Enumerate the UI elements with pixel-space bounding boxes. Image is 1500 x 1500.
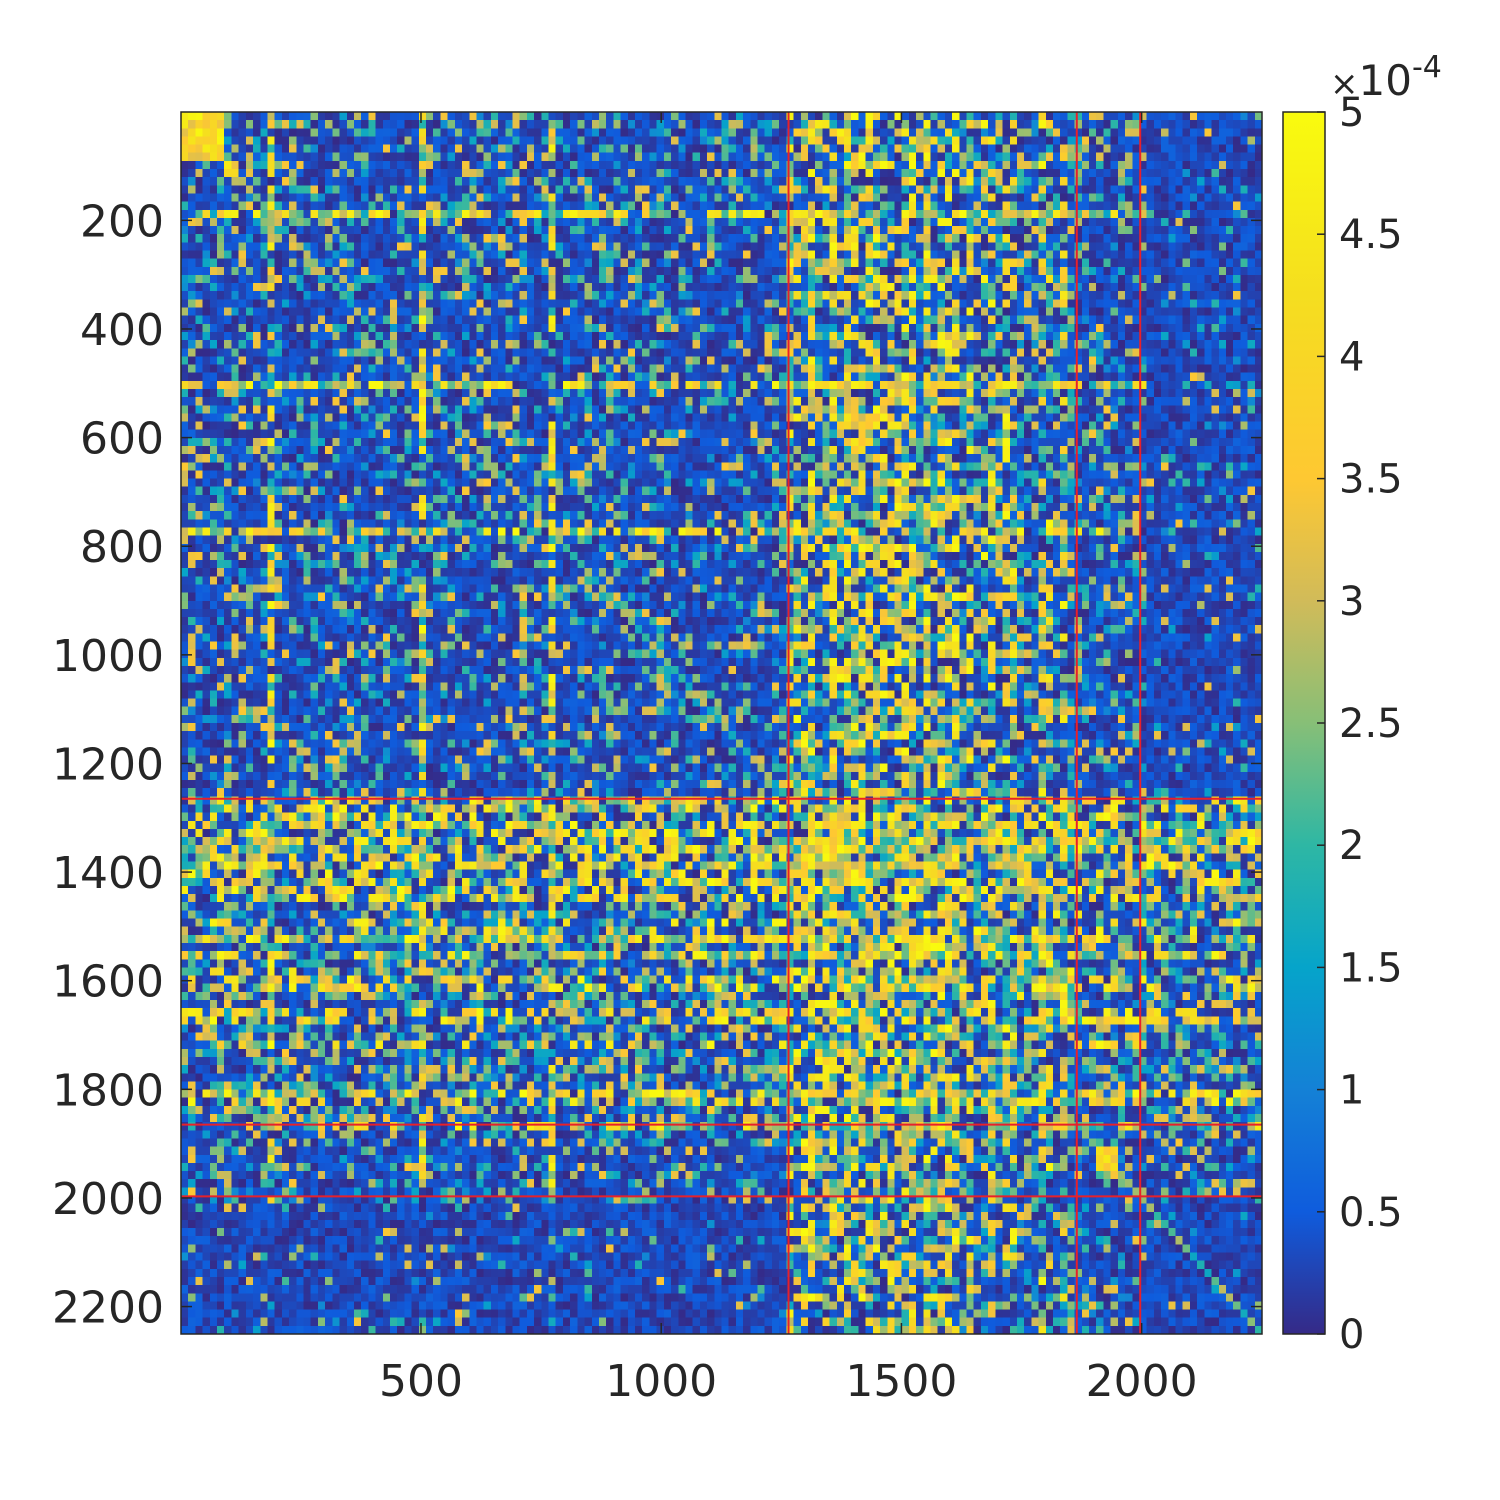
colorbar-multiplier-exponent: -4	[1412, 50, 1442, 85]
x-tick-label: 2000	[1086, 1356, 1198, 1407]
y-tick-label: 1200	[52, 739, 164, 790]
colorbar-multiplier-symbol: ×	[1330, 64, 1359, 104]
y-tick-label: 1400	[52, 848, 164, 899]
colorbar-tick-label: 3	[1339, 579, 1364, 625]
heatmap-plot-area	[180, 111, 1263, 1335]
colorbar-tick-label: 4	[1339, 334, 1364, 380]
colorbar-tick-label: 0	[1339, 1312, 1364, 1358]
colorbar-tick-label: 4.5	[1339, 212, 1403, 258]
y-tick-label: 2000	[52, 1174, 164, 1225]
x-tick-label: 500	[379, 1356, 463, 1407]
y-tick-label: 1000	[52, 631, 164, 682]
x-tick-label: 1500	[845, 1356, 957, 1407]
x-axis: 500 1000 1500 2000	[379, 112, 1198, 1407]
heatmap-cells	[181, 112, 1262, 1334]
plot-frame	[180, 111, 1263, 1335]
x-tick-label: 1000	[605, 1356, 717, 1407]
y-tick-label: 400	[80, 305, 164, 356]
y-axis: 200 400 600 800 1000 1200 1400 1600 1800 2000 2200	[52, 196, 1262, 1334]
colorbar-ticks: 0 0.5 1 1.5 2 2.5 3 3.5 4 4.5 5	[1317, 90, 1403, 1358]
y-tick-label: 2200	[52, 1283, 164, 1334]
colorbar-tick-label: 0.5	[1339, 1190, 1403, 1236]
colorbar-tick-label: 1	[1339, 1068, 1364, 1114]
colorbar-multiplier-base: 10	[1359, 56, 1412, 105]
y-tick-label: 1800	[52, 1065, 164, 1116]
y-tick-label: 600	[80, 414, 164, 465]
y-tick-label: 800	[80, 522, 164, 573]
colorbar-tick-label: 3.5	[1339, 457, 1403, 503]
colorbar: 0 0.5 1 1.5 2 2.5 3 3.5 4 4.5 5 ×10-4	[1282, 50, 1442, 1358]
colorbar-multiplier: ×10-4	[1330, 50, 1442, 105]
colorbar-tick-label: 5	[1339, 90, 1364, 136]
colorbar-tick-label: 2.5	[1339, 701, 1403, 747]
y-tick-label: 200	[80, 196, 164, 247]
colorbar-tick-label: 1.5	[1339, 945, 1403, 991]
colorbar-tick-label: 2	[1339, 823, 1364, 869]
block-boundaries	[181, 112, 1262, 1334]
y-tick-label: 1600	[52, 957, 164, 1008]
heatmap-image	[181, 112, 1262, 1334]
